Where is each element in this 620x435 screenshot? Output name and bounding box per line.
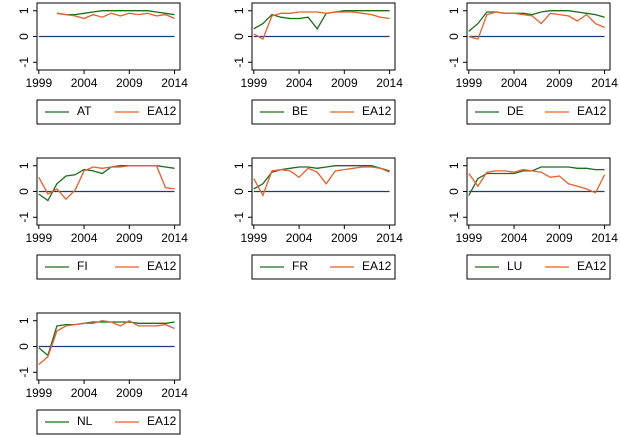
- y-tick-label: -1: [447, 57, 461, 68]
- x-tick-label: 1999: [25, 386, 52, 400]
- x-tick-label: 2004: [71, 386, 98, 400]
- x-tick-label: 2004: [71, 231, 98, 245]
- y-tick-label: -1: [447, 212, 461, 223]
- legend-label: LU: [507, 259, 522, 273]
- series-line: [253, 10, 390, 30]
- x-tick-label: 2009: [116, 386, 143, 400]
- y-tick-label: 0: [17, 188, 31, 195]
- x-tick-label: 2004: [286, 231, 313, 245]
- x-tick-label: 1999: [455, 76, 482, 90]
- y-tick-label: 0: [447, 33, 461, 40]
- y-tick-label: 0: [232, 188, 246, 195]
- y-tick-label: -1: [17, 57, 31, 68]
- y-tick-label: 0: [17, 343, 31, 350]
- y-tick-label: -1: [17, 367, 31, 378]
- legend-box: [251, 99, 396, 125]
- legend-label: EA12: [577, 259, 607, 273]
- legend-label: FR: [292, 259, 308, 273]
- x-tick-label: 2004: [71, 76, 98, 90]
- x-tick-label: 2009: [116, 231, 143, 245]
- y-tick-label: -1: [17, 212, 31, 223]
- legend-label: FI: [77, 259, 88, 273]
- series-line: [56, 10, 175, 16]
- y-tick-label: -1: [232, 57, 246, 68]
- legend-label: EA12: [577, 104, 607, 118]
- series-line: [38, 321, 175, 357]
- y-tick-label: 1: [17, 317, 31, 324]
- series-line: [468, 11, 605, 40]
- y-tick-label: 1: [232, 7, 246, 14]
- x-tick-label: 2009: [331, 231, 358, 245]
- legend-label: NL: [77, 414, 93, 428]
- series-line: [38, 165, 175, 202]
- legend-box: [466, 254, 611, 280]
- x-tick-label: 2004: [501, 231, 528, 245]
- x-tick-label: 2014: [161, 76, 188, 90]
- series-line: [253, 166, 390, 197]
- x-tick-label: 2014: [591, 231, 618, 245]
- legend-box: [36, 409, 181, 435]
- series-line: [38, 319, 175, 365]
- x-tick-label: 1999: [240, 231, 267, 245]
- y-tick-label: 0: [447, 188, 461, 195]
- series-line: [253, 11, 390, 41]
- x-tick-label: 1999: [25, 76, 52, 90]
- x-tick-label: 2014: [591, 76, 618, 90]
- x-tick-label: 2004: [286, 76, 313, 90]
- y-tick-label: -1: [232, 212, 246, 223]
- x-tick-label: 1999: [25, 231, 52, 245]
- legend-box: [251, 254, 396, 280]
- legend-label: EA12: [147, 259, 177, 273]
- x-tick-label: 2014: [376, 76, 403, 90]
- x-tick-label: 2014: [161, 231, 188, 245]
- series-line: [468, 166, 605, 196]
- legend-label: EA12: [362, 104, 392, 118]
- x-tick-label: 2014: [161, 386, 188, 400]
- series-line: [468, 168, 606, 194]
- x-tick-label: 2009: [546, 76, 573, 90]
- y-tick-label: 0: [232, 33, 246, 40]
- legend-label: EA12: [147, 104, 177, 118]
- x-tick-label: 1999: [240, 76, 267, 90]
- y-tick-label: 1: [17, 162, 31, 169]
- legend-label: EA12: [362, 259, 392, 273]
- legend-box: [466, 99, 611, 125]
- y-tick-label: 0: [17, 33, 31, 40]
- x-tick-label: 2009: [546, 231, 573, 245]
- x-tick-label: 2014: [376, 231, 403, 245]
- series-line: [468, 10, 605, 32]
- legend-label: BE: [292, 104, 308, 118]
- x-tick-label: 2009: [116, 76, 143, 90]
- legend-label: EA12: [147, 414, 177, 428]
- y-tick-label: 1: [447, 162, 461, 169]
- legend-box: [36, 99, 181, 125]
- x-tick-label: 2004: [501, 76, 528, 90]
- series-line: [56, 12, 175, 20]
- legend-label: AT: [77, 104, 92, 118]
- legend-box: [36, 254, 181, 280]
- legend-label: DE: [507, 104, 524, 118]
- y-tick-label: 1: [447, 7, 461, 14]
- x-tick-label: 1999: [455, 231, 482, 245]
- y-tick-label: 1: [232, 162, 246, 169]
- x-tick-label: 2009: [331, 76, 358, 90]
- y-tick-label: 1: [17, 7, 31, 14]
- series-line: [38, 165, 175, 201]
